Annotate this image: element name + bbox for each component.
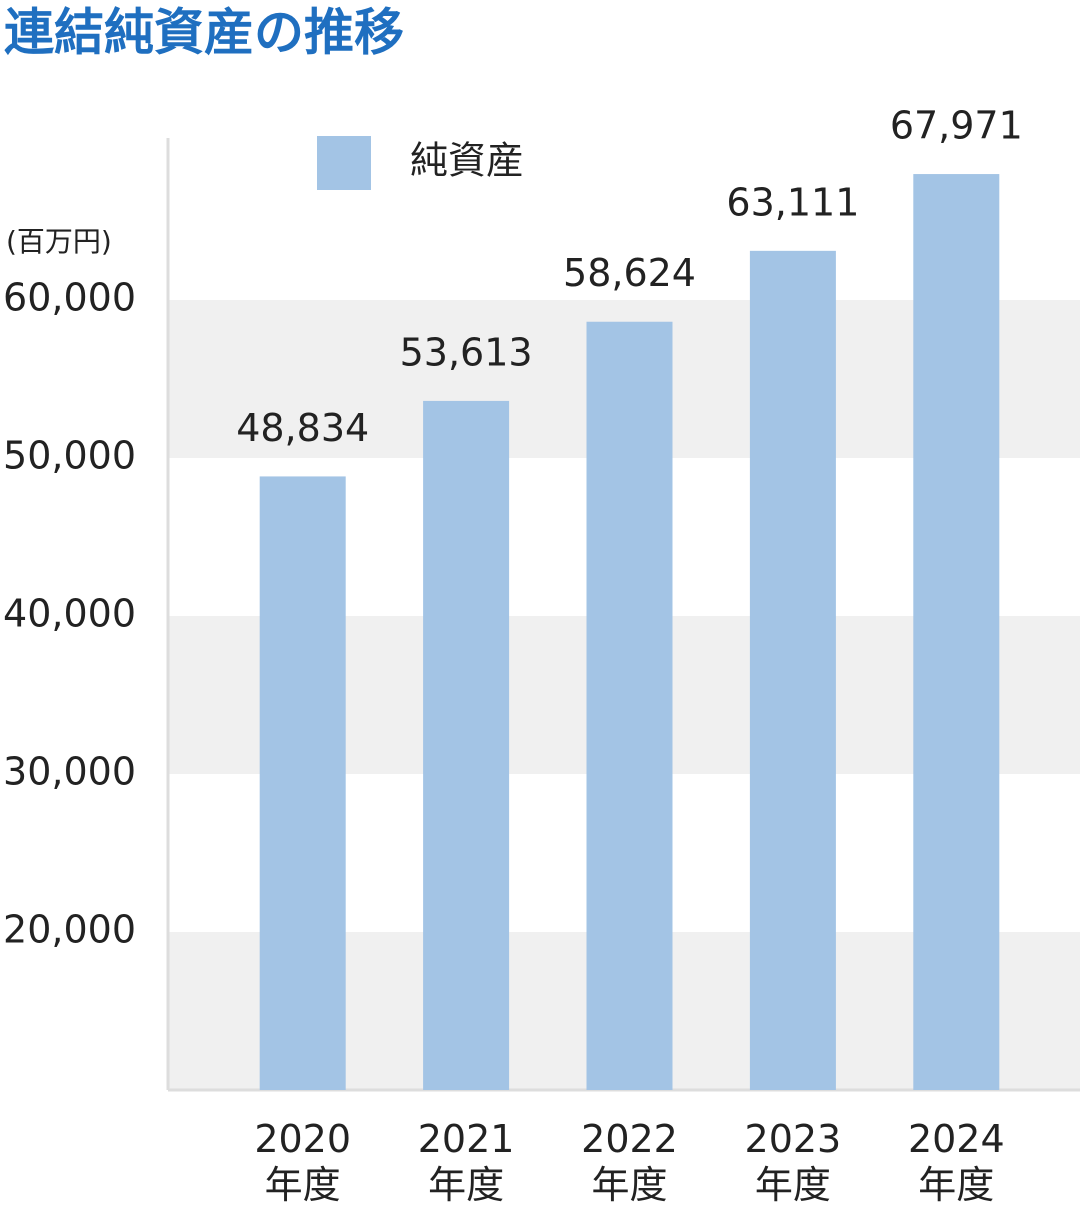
legend-label: 純資産	[410, 139, 524, 183]
legend-swatch	[317, 136, 371, 190]
bar	[259, 476, 346, 1090]
value-label: 63,111	[726, 180, 859, 224]
bar	[913, 174, 1000, 1090]
x-tick-label: 2022 年度	[581, 1117, 678, 1207]
value-label: 67,971	[890, 104, 1023, 148]
value-label: 58,624	[563, 251, 696, 295]
value-label: 48,834	[236, 406, 369, 450]
bar	[749, 250, 836, 1091]
x-tick-label: 2020 年度	[254, 1117, 352, 1207]
y-tick-label: 40,000	[3, 592, 136, 636]
y-tick-label: 30,000	[3, 750, 136, 794]
bar	[586, 321, 673, 1090]
bar	[423, 400, 510, 1090]
value-label: 53,613	[400, 330, 533, 374]
x-tick-label: 2024 年度	[907, 1117, 1005, 1207]
x-tick-label: 2023 年度	[744, 1117, 842, 1207]
y-tick-label: 60,000	[3, 276, 136, 320]
y-tick-label: 50,000	[3, 434, 136, 478]
chart-title: 連結純資産の推移	[4, 4, 404, 62]
x-tick-label: 2021 年度	[417, 1117, 515, 1207]
y-axis-unit: (百万円)	[6, 225, 112, 258]
y-tick-label: 20,000	[3, 908, 136, 952]
